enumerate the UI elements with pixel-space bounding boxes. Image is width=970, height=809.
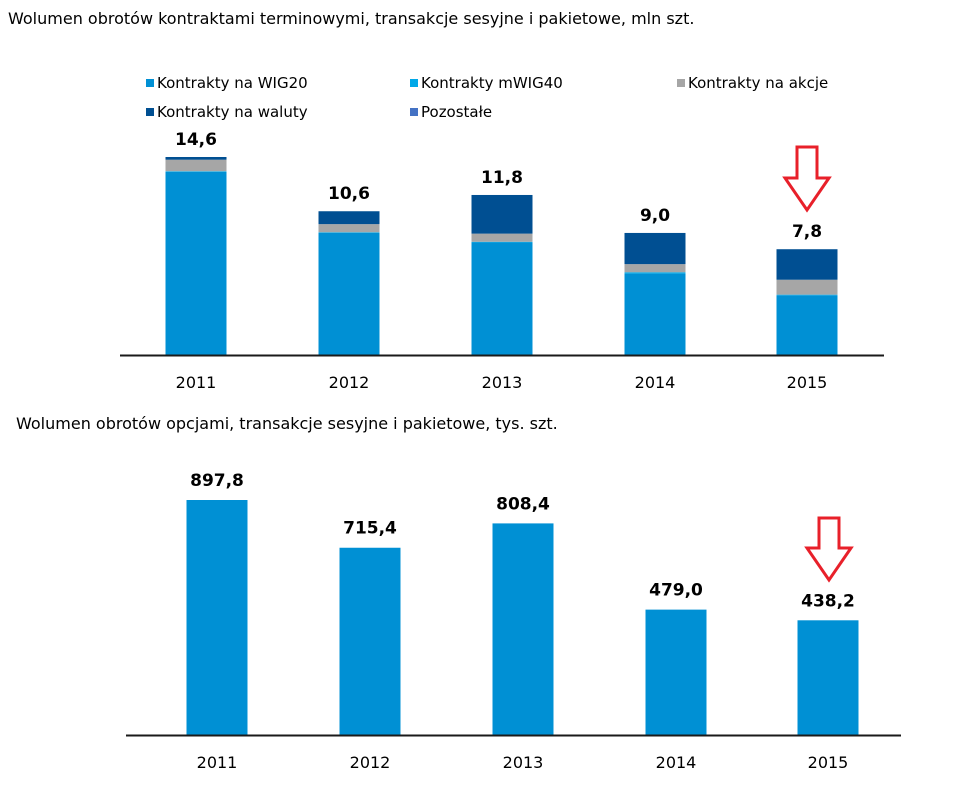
bar [492,523,554,735]
chart2-title: Wolumen obrotów opcjami, transakcje sesy… [16,414,558,433]
bar [797,620,859,735]
data-label: 897,8 [190,471,244,491]
data-label: 715,4 [343,519,397,539]
down-arrow-icon [804,516,854,583]
bar-segment [165,157,227,160]
bar-segment [624,273,686,355]
legend-item: Kontrakty mWIG40 [410,74,563,92]
bar-segment [471,194,533,234]
legend-swatch [146,79,154,87]
data-label: 479,0 [649,581,703,601]
x-tick-label: 2014 [635,373,676,392]
bar-segment [776,249,838,280]
bar-segment [471,233,533,242]
x-tick-label: 2015 [808,753,849,772]
data-label: 10,6 [328,184,370,204]
legend-item: Kontrakty na waluty [146,103,308,121]
bar-segment [471,241,533,243]
bar-segment [165,171,227,172]
data-label: 14,6 [175,130,217,150]
bar-segment [776,279,838,295]
bar-segment [776,294,838,296]
bar [645,609,707,735]
data-label: 7,8 [792,222,822,242]
bar-segment [776,295,838,355]
data-label: 438,2 [801,591,855,611]
bar-segment [318,232,380,233]
bar-segment [624,272,686,274]
legend-swatch [410,79,418,87]
chart1-plot: 14,6 2011 10,6 2012 11,8 2013 9,0 2014 7,8 2015 [120,130,884,392]
bar-segment [624,232,686,265]
legend-item: Pozostałe [410,103,492,121]
bar-segment [165,171,227,355]
chart1-title: Wolumen obrotów kontraktami terminowymi,… [8,9,695,28]
data-label: 9,0 [640,206,670,226]
x-tick-label: 2015 [787,373,828,392]
down-arrow-icon [782,145,832,213]
x-tick-label: 2012 [350,753,391,772]
legend-label: Kontrakty na waluty [157,103,308,121]
x-tick-label: 2011 [197,753,238,772]
x-tick-label: 2012 [329,373,370,392]
x-tick-label: 2014 [656,753,697,772]
bar [186,500,248,735]
legend-label: Kontrakty mWIG40 [421,74,563,92]
x-tick-label: 2013 [503,753,544,772]
bar-segment [165,159,227,172]
legend-item: Kontrakty na WIG20 [146,74,308,92]
legend-swatch [410,108,418,116]
legend-swatch [146,108,154,116]
data-label: 11,8 [481,168,523,188]
bar-segment [624,264,686,273]
x-tick-label: 2011 [176,373,217,392]
legend-label: Pozostałe [421,103,493,121]
bar-segment [471,242,533,355]
data-label: 808,4 [496,494,550,514]
legend-label: Kontrakty na WIG20 [157,74,308,92]
bar [339,547,401,735]
legend-label: Kontrakty na akcje [688,74,829,92]
legend-item: Kontrakty na akcje [677,74,828,92]
bar-segment [318,224,380,233]
x-tick-label: 2013 [482,373,523,392]
bar-segment [318,211,380,225]
legend-swatch [677,79,685,87]
bar-segment [318,232,380,355]
